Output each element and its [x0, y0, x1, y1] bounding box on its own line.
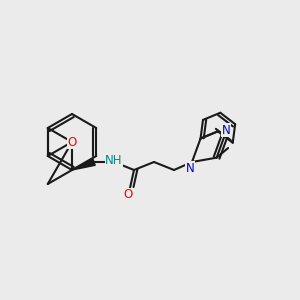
Text: O: O — [123, 188, 133, 202]
Text: N: N — [186, 161, 194, 175]
Text: O: O — [68, 136, 76, 148]
Polygon shape — [72, 159, 95, 170]
Text: NH: NH — [105, 154, 123, 167]
Text: N: N — [222, 124, 230, 137]
